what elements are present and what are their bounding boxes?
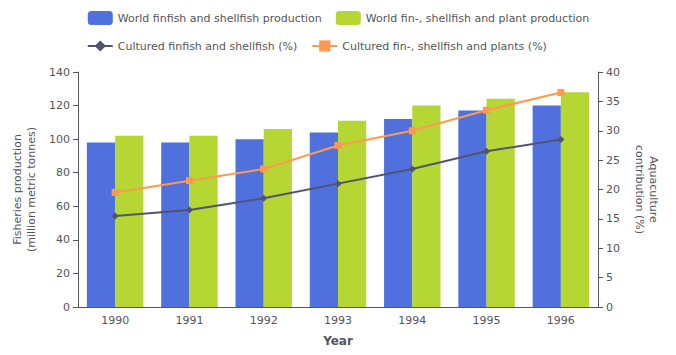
svg-text:World finfish and shellfish pr: World finfish and shellfish production (118, 12, 322, 25)
svg-text:World fin-, shellfish and plan: World fin-, shellfish and plant producti… (366, 12, 589, 25)
svg-text:5: 5 (606, 271, 613, 284)
svg-text:40: 40 (606, 66, 620, 79)
svg-text:1990: 1990 (101, 314, 129, 327)
svg-text:1995: 1995 (473, 314, 501, 327)
svg-text:Fisheries production: Fisheries production (11, 134, 24, 245)
svg-text:0: 0 (606, 301, 613, 314)
svg-text:1991: 1991 (175, 314, 203, 327)
svg-text:(million metric tonnes): (million metric tonnes) (25, 127, 38, 252)
svg-text:1994: 1994 (398, 314, 426, 327)
svg-text:140: 140 (49, 66, 70, 79)
svg-text:60: 60 (56, 200, 70, 213)
svg-text:Cultured fin-, shellfish and p: Cultured fin-, shellfish and plants (%) (342, 40, 547, 53)
svg-text:contribution (%): contribution (%) (633, 145, 646, 234)
svg-text:Aquaculture: Aquaculture (647, 156, 660, 223)
svg-text:120: 120 (49, 99, 70, 112)
svg-text:25: 25 (606, 154, 620, 167)
svg-text:Year: Year (322, 334, 353, 348)
svg-text:20: 20 (606, 183, 620, 196)
svg-text:20: 20 (56, 267, 70, 280)
svg-text:1992: 1992 (250, 314, 278, 327)
svg-text:1993: 1993 (324, 314, 352, 327)
svg-text:1996: 1996 (547, 314, 575, 327)
svg-text:10: 10 (606, 242, 620, 255)
svg-text:15: 15 (606, 212, 620, 225)
svg-text:30: 30 (606, 124, 620, 137)
svg-text:35: 35 (606, 95, 620, 108)
svg-text:Cultured finfish and shellfish: Cultured finfish and shellfish (%) (118, 40, 298, 53)
svg-text:40: 40 (56, 233, 70, 246)
svg-text:0: 0 (63, 301, 70, 314)
svg-text:100: 100 (49, 133, 70, 146)
svg-text:80: 80 (56, 166, 70, 179)
